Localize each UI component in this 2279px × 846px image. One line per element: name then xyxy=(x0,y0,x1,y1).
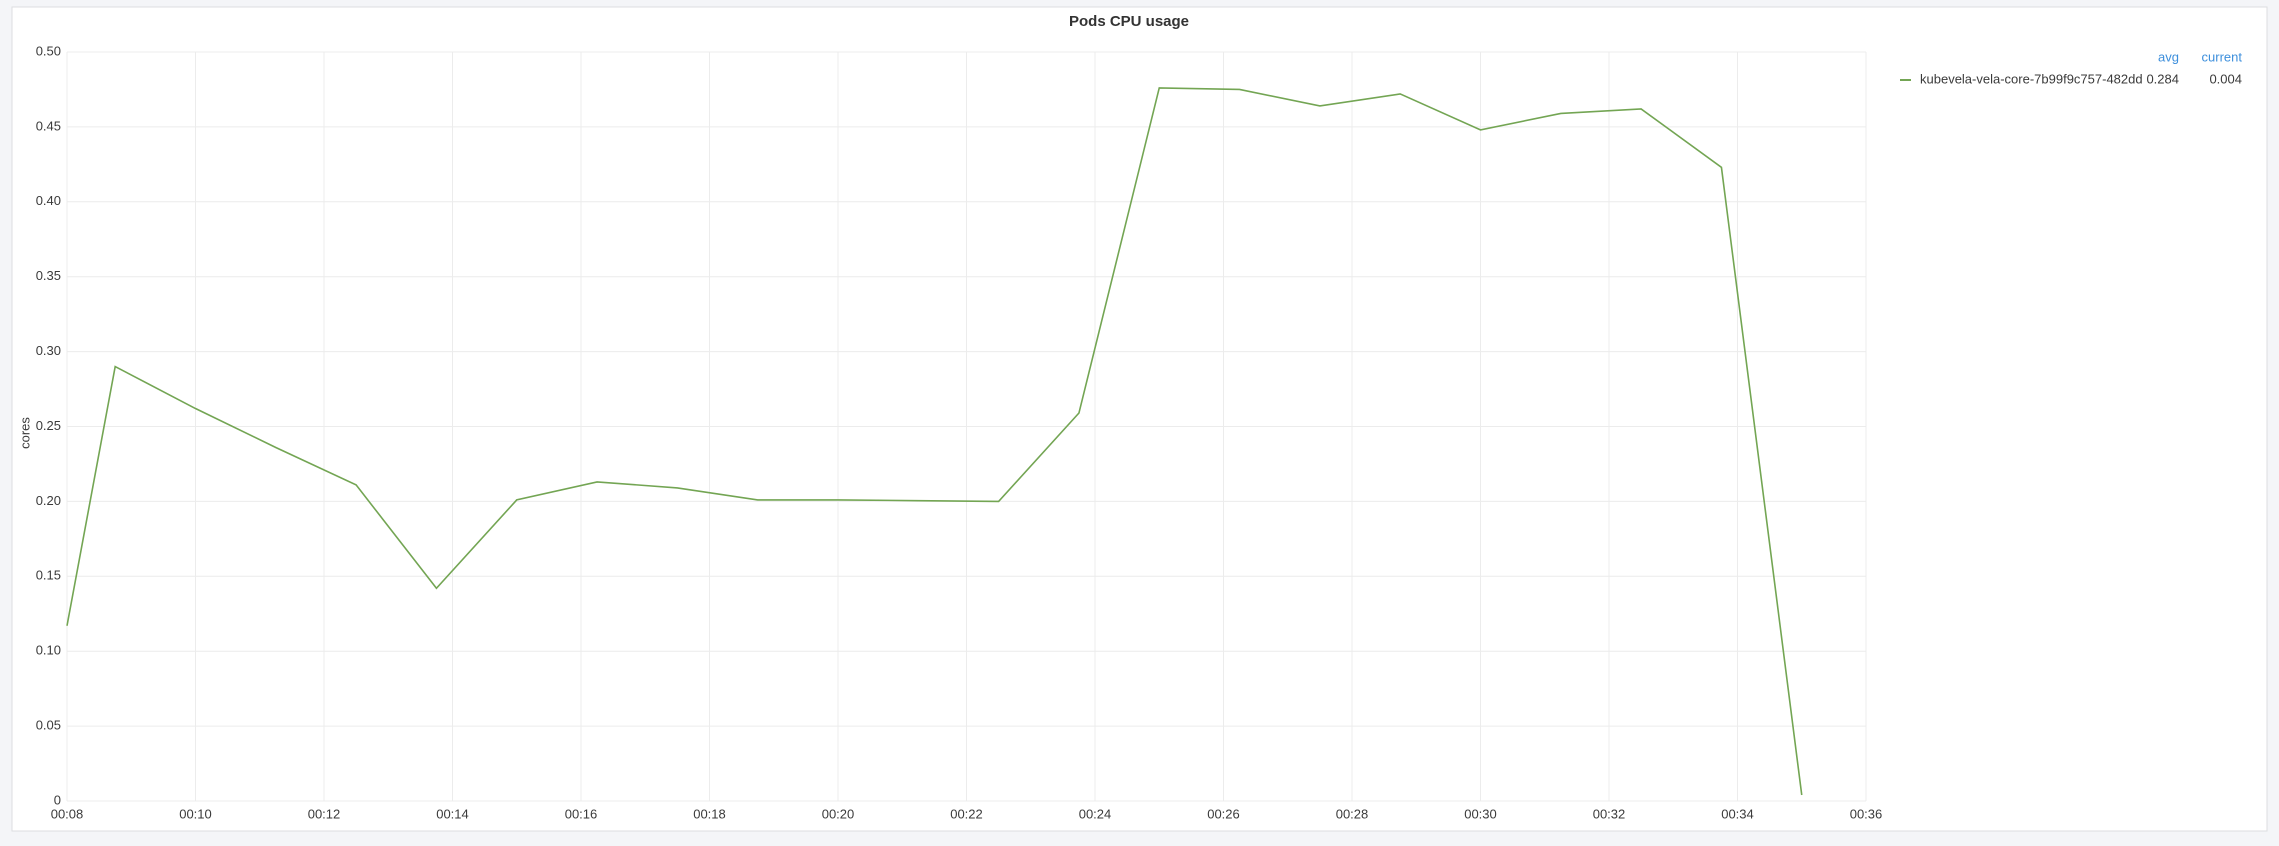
y-tick-label: 0.50 xyxy=(36,43,61,58)
series-line xyxy=(66,87,1803,796)
x-tick-label: 00:22 xyxy=(950,806,983,821)
y-tick-label: 0.40 xyxy=(36,193,61,208)
y-tick-label: 0.05 xyxy=(36,718,61,733)
x-tick-label: 00:18 xyxy=(693,806,726,821)
legend-label: kubevela-vela-core-7b99f9c757-482dd xyxy=(1920,71,2143,86)
y-tick-label: 0.15 xyxy=(36,568,61,583)
legend-value: 0.004 xyxy=(2209,71,2242,86)
x-tick-label: 00:30 xyxy=(1464,806,1497,821)
y-tick-label: 0 xyxy=(54,792,61,807)
x-tick-label: 00:32 xyxy=(1593,806,1626,821)
y-tick-label: 0.30 xyxy=(36,343,61,358)
y-tick-label: 0.45 xyxy=(36,118,61,133)
x-tick-label: 00:16 xyxy=(565,806,598,821)
x-tick-label: 00:24 xyxy=(1079,806,1112,821)
panel xyxy=(11,6,2268,832)
legend-header: avg xyxy=(2158,49,2179,64)
x-tick-label: 00:08 xyxy=(51,806,84,821)
y-tick-label: 0.20 xyxy=(36,493,61,508)
x-tick-label: 00:36 xyxy=(1850,806,1883,821)
x-tick-label: 00:20 xyxy=(822,806,855,821)
legend-value: 0.284 xyxy=(2146,71,2179,86)
legend-header: current xyxy=(2202,49,2243,64)
x-tick-label: 00:12 xyxy=(308,806,341,821)
x-tick-label: 00:14 xyxy=(436,806,469,821)
x-tick-label: 00:28 xyxy=(1336,806,1369,821)
chart-title: Pods CPU usage xyxy=(1069,13,1189,30)
y-tick-label: 0.35 xyxy=(36,268,61,283)
x-tick-label: 00:10 xyxy=(179,806,212,821)
x-tick-label: 00:34 xyxy=(1721,806,1754,821)
y-tick-label: 0.25 xyxy=(36,418,61,433)
x-tick-label: 00:26 xyxy=(1207,806,1240,821)
y-tick-label: 0.10 xyxy=(36,643,61,658)
y-axis-label: cores xyxy=(17,417,32,449)
